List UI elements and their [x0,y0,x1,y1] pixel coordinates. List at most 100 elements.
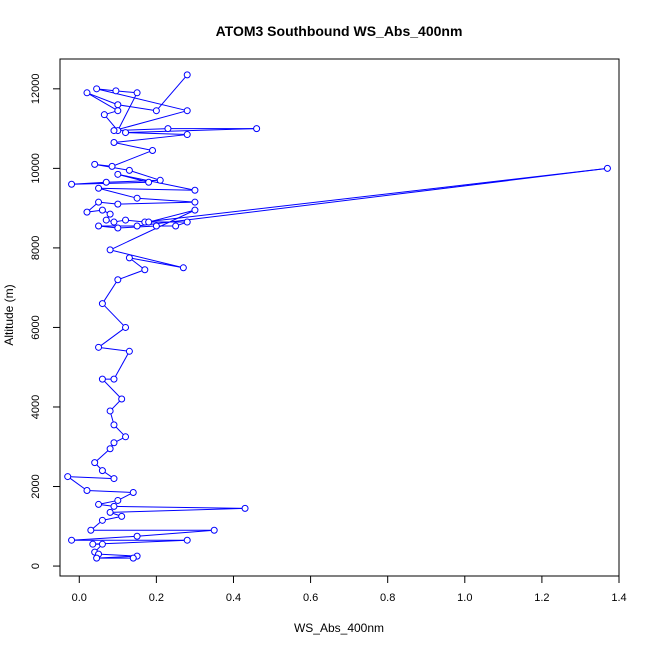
data-point [68,536,76,544]
data-point [129,554,137,562]
data-point [118,395,126,403]
series-segment [113,351,130,380]
data-point [122,433,130,441]
x-tick-label: 0.8 [380,592,395,604]
data-point [89,540,97,548]
data-point [110,139,118,147]
series-segment [156,74,188,112]
series-segment [71,181,149,185]
y-tick-label: 8000 [30,236,42,260]
data-point [83,89,91,97]
data-point [114,224,122,232]
series-segment [92,539,188,545]
series-segment [86,92,119,112]
data-point [114,496,122,504]
series-segment [67,476,114,480]
data-point [114,107,122,115]
data-point [122,323,130,331]
series-segment [98,346,130,352]
series-segment [117,92,138,131]
data-point [95,222,103,230]
data-point [110,127,118,135]
data-point [108,162,116,170]
data-point [110,375,118,383]
data-point [112,87,120,95]
x-tick-label: 1.4 [611,592,626,604]
x-tick-label: 0.2 [149,592,164,604]
series-segment [113,142,153,151]
data-point [183,536,191,544]
data-point [122,216,130,224]
series-segment [117,104,157,112]
x-axis: 0.0 0.2 0.4 0.6 0.8 1.0 1.2 1.4 [72,575,627,604]
data-point [253,125,261,133]
data-point [64,473,72,481]
chart-title: ATOM3 Southbound WS_Abs_400nm [216,23,463,39]
data-point [133,222,141,230]
y-tick-label: 6000 [30,315,42,339]
x-tick-label: 1.2 [534,592,549,604]
data-point [106,407,114,415]
series-segment [98,327,126,348]
data-point [102,178,110,186]
series-segment [129,257,184,269]
series-segment [96,88,188,112]
series-segment [137,197,195,203]
series-segment [129,169,161,181]
y-axis: 0 2000 4000 6000 8000 10000 12000 [30,74,61,569]
x-tick-label: 1.0 [457,592,472,604]
data-point [172,222,180,230]
series-segment [98,187,138,199]
data-point [191,206,199,214]
data-point [114,170,122,178]
data-point [106,246,114,254]
series-segment [109,249,184,269]
data-point [183,71,191,79]
data-point [141,266,149,274]
x-tick-label: 0.0 [72,592,87,604]
data-point [93,554,101,562]
data-point [98,467,106,475]
plot-frame [59,58,620,577]
x-tick-label: 0.4 [226,592,241,604]
data-point [179,264,187,272]
series-segment [125,128,257,134]
y-tick-label: 2000 [30,474,42,498]
data-point [110,439,118,447]
series-segment [137,167,608,227]
data-point [91,160,99,168]
data-point [110,421,118,429]
data-point [145,178,153,186]
series-segment [113,505,246,509]
data-point [129,488,137,496]
data-point [156,176,164,184]
x-axis-label: WS_Abs_400nm [294,621,384,635]
series-segment [102,378,123,400]
y-tick-label: 12000 [30,74,42,105]
data-point [125,166,133,174]
series-segment [148,209,196,223]
data-point [133,89,141,97]
data-point [102,216,110,224]
data-point [98,375,106,383]
data-point [152,222,160,230]
data-point [125,254,133,262]
y-axis-label: Altitude (m) [2,284,16,345]
series-segment [86,92,119,106]
series-segment [102,303,126,328]
data-point [125,347,133,355]
data-point [164,125,172,133]
series-segment [111,150,153,167]
data-point [183,131,191,139]
data-point [191,198,199,206]
series-segment [115,90,138,94]
series-segment [125,132,188,136]
data-point [110,475,118,483]
data-point [191,186,199,194]
data-point [183,107,191,115]
data-point [210,526,218,534]
data-point [98,540,106,548]
y-tick-label: 4000 [30,395,42,419]
data-point [603,164,611,172]
data-point [145,218,153,226]
